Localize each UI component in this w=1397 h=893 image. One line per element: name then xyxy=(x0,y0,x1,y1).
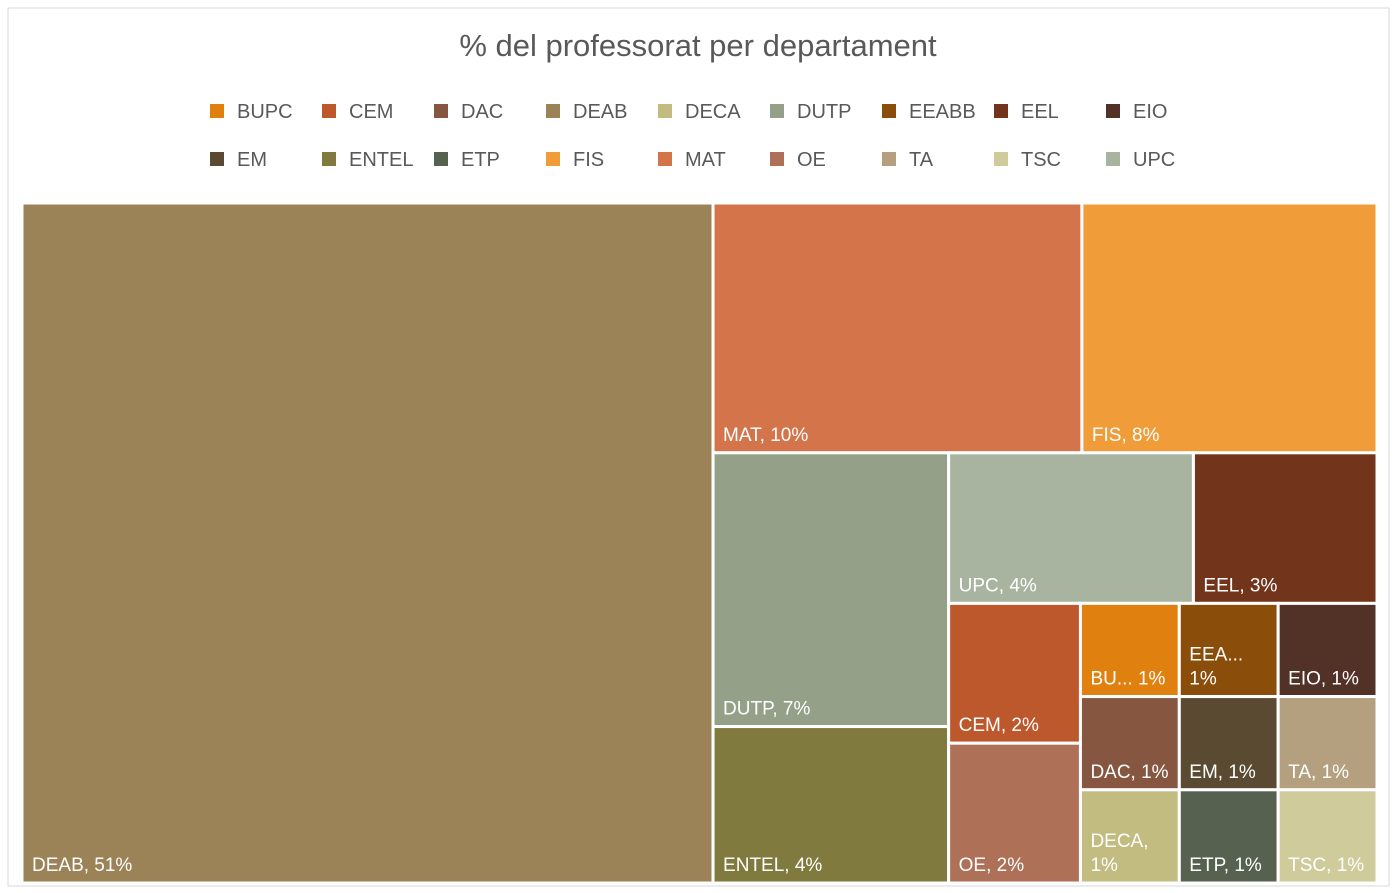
treemap-tile xyxy=(1177,788,1280,885)
legend-label: UPC xyxy=(1133,149,1175,171)
treemap-tile xyxy=(1276,601,1379,699)
tile-label: ENTEL, 4% xyxy=(723,855,822,876)
tile-label: DECA, 1% xyxy=(1090,831,1148,876)
legend-label: DEAB xyxy=(573,101,627,123)
legend-swatch xyxy=(322,152,336,166)
legend-label: CEM xyxy=(349,101,393,123)
legend-label: ENTEL xyxy=(349,149,413,171)
legend-label: EM xyxy=(237,149,267,171)
legend-label: DECA xyxy=(685,101,741,123)
legend-swatch xyxy=(1106,152,1120,166)
legend-label: ETP xyxy=(461,149,500,171)
legend-swatch xyxy=(322,104,336,118)
treemap-tile xyxy=(1078,695,1181,792)
tile-label: OE, 2% xyxy=(959,855,1025,876)
legend-label: MAT xyxy=(685,149,726,171)
tile-label: DAC, 1% xyxy=(1090,762,1168,783)
legend-swatch xyxy=(210,152,224,166)
legend-swatch xyxy=(434,152,448,166)
legend-label: DAC xyxy=(461,101,503,123)
legend-swatch xyxy=(546,152,560,166)
legend-swatch xyxy=(1106,104,1120,118)
tile-label: TA, 1% xyxy=(1288,762,1349,783)
tile-label: UPC, 4% xyxy=(959,575,1037,596)
tile-label: EEA... 1% xyxy=(1189,645,1243,690)
legend-swatch xyxy=(210,104,224,118)
legend-label: TA xyxy=(909,149,934,171)
legend-swatch xyxy=(770,152,784,166)
legend-label: OE xyxy=(797,149,826,171)
treemap-tile xyxy=(20,201,715,885)
tile-label: CEM, 2% xyxy=(959,715,1039,736)
legend-swatch xyxy=(658,152,672,166)
tile-label: BU... 1% xyxy=(1090,669,1165,690)
legend-swatch xyxy=(434,104,448,118)
treemap-tile xyxy=(1078,788,1181,885)
treemap-tile xyxy=(1177,695,1280,792)
treemap-tile xyxy=(1276,788,1379,885)
treemap-tile xyxy=(1080,201,1379,455)
legend-label: EEL xyxy=(1021,101,1059,123)
tile-label: EEL, 3% xyxy=(1203,575,1277,596)
legend-label: FIS xyxy=(573,149,604,171)
tile-label: DEAB, 51% xyxy=(32,855,132,876)
legend-label: DUTP xyxy=(797,101,851,123)
treemap-tile xyxy=(711,451,951,729)
legend-label: BUPC xyxy=(237,101,293,123)
tile-label: MAT, 10% xyxy=(723,425,808,446)
tile-label: EIO, 1% xyxy=(1288,669,1359,690)
legend-swatch xyxy=(882,152,896,166)
treemap-tile xyxy=(1276,695,1379,792)
tile-label: EM, 1% xyxy=(1189,762,1256,783)
legend-swatch xyxy=(882,104,896,118)
legend-swatch xyxy=(658,104,672,118)
legend-swatch xyxy=(994,152,1008,166)
legend-label: TSC xyxy=(1021,149,1061,171)
legend-swatch xyxy=(546,104,560,118)
treemap-tile xyxy=(947,451,1195,605)
legend-swatch xyxy=(994,104,1008,118)
legend-label: EEABB xyxy=(909,101,976,123)
treemap-tile xyxy=(1191,451,1379,605)
chart-title: % del professorat per departament xyxy=(459,28,937,63)
treemap-tile xyxy=(711,725,951,885)
tile-label: DUTP, 7% xyxy=(723,699,810,720)
tile-label: ETP, 1% xyxy=(1189,855,1262,876)
tile-label: FIS, 8% xyxy=(1092,425,1160,446)
tile-label: TSC, 1% xyxy=(1288,855,1364,876)
legend-label: EIO xyxy=(1133,101,1167,123)
legend-swatch xyxy=(770,104,784,118)
treemap-tile xyxy=(947,741,1082,885)
treemap-tile xyxy=(711,201,1084,455)
